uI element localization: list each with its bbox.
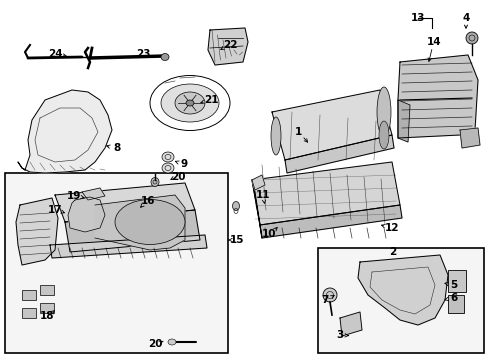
Polygon shape [339, 312, 361, 336]
Text: 8: 8 [113, 143, 121, 153]
Bar [22, 308, 36, 318]
Polygon shape [251, 180, 262, 238]
Ellipse shape [376, 87, 390, 137]
Text: 19: 19 [67, 191, 81, 201]
Polygon shape [207, 28, 247, 65]
Text: 12: 12 [384, 223, 398, 233]
Polygon shape [271, 90, 391, 160]
Ellipse shape [465, 32, 477, 44]
Text: 3: 3 [336, 330, 343, 340]
Ellipse shape [175, 92, 204, 114]
Polygon shape [251, 175, 264, 190]
Text: 2: 2 [388, 247, 396, 257]
Polygon shape [260, 205, 401, 238]
Text: 16: 16 [141, 196, 155, 206]
Polygon shape [50, 235, 206, 258]
Ellipse shape [161, 84, 219, 122]
Polygon shape [251, 162, 399, 225]
Text: 22: 22 [223, 40, 237, 50]
Ellipse shape [185, 100, 194, 106]
Ellipse shape [232, 202, 239, 211]
Text: 11: 11 [255, 190, 270, 200]
Bar [447, 295, 463, 313]
Ellipse shape [161, 54, 169, 60]
Bar [40, 285, 54, 295]
Text: 17: 17 [48, 205, 62, 215]
Ellipse shape [162, 163, 174, 173]
Text: 24: 24 [48, 49, 62, 59]
Text: 1: 1 [294, 127, 301, 137]
Ellipse shape [151, 177, 159, 186]
Bar [40, 303, 54, 313]
Bar [317, 248, 483, 353]
Polygon shape [459, 128, 479, 148]
Bar [447, 270, 465, 292]
Bar [22, 290, 36, 300]
Text: 7: 7 [321, 295, 328, 305]
Polygon shape [68, 197, 105, 232]
Polygon shape [357, 255, 447, 325]
Text: 5: 5 [449, 280, 457, 290]
Polygon shape [82, 188, 105, 200]
Text: 15: 15 [229, 235, 244, 245]
Text: 13: 13 [410, 13, 425, 23]
Bar [5, 173, 227, 353]
Ellipse shape [270, 117, 281, 155]
Polygon shape [65, 210, 200, 252]
Ellipse shape [162, 152, 174, 162]
Polygon shape [18, 90, 112, 173]
Text: 21: 21 [203, 95, 218, 105]
Text: 20: 20 [147, 339, 162, 349]
Text: 6: 6 [449, 293, 457, 303]
Text: 23: 23 [136, 49, 150, 59]
Polygon shape [285, 135, 393, 173]
Text: 9: 9 [180, 159, 187, 169]
Text: 14: 14 [426, 37, 440, 47]
Polygon shape [397, 100, 409, 142]
Ellipse shape [378, 121, 388, 149]
Ellipse shape [168, 339, 176, 345]
Text: 20: 20 [170, 172, 185, 182]
Text: 10: 10 [261, 229, 276, 239]
Text: 4: 4 [461, 13, 469, 23]
Ellipse shape [323, 288, 336, 302]
Polygon shape [397, 55, 477, 138]
Ellipse shape [115, 199, 184, 244]
Polygon shape [95, 195, 184, 250]
Polygon shape [16, 198, 58, 265]
Text: 18: 18 [40, 311, 54, 321]
Polygon shape [55, 183, 195, 222]
